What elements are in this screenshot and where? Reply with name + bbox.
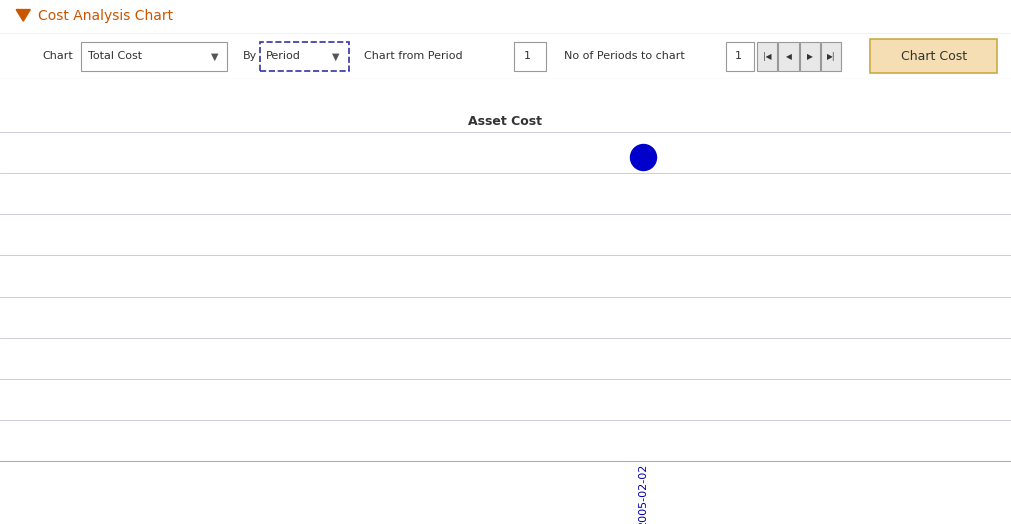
FancyBboxPatch shape [778,42,799,71]
Text: 1: 1 [525,51,531,61]
Text: ◀: ◀ [786,52,792,61]
Polygon shape [16,9,30,21]
Point [635,152,651,161]
Text: Chart Cost: Chart Cost [901,50,968,63]
Text: ▶: ▶ [807,52,813,61]
FancyBboxPatch shape [821,42,841,71]
Text: 1: 1 [735,51,741,61]
FancyBboxPatch shape [800,42,820,71]
FancyBboxPatch shape [514,42,546,71]
Text: Chart: Chart [42,51,73,61]
Text: No of Periods to chart: No of Periods to chart [564,51,684,61]
Text: Period: Period [266,51,300,61]
Text: |◀: |◀ [763,52,771,61]
Text: By: By [243,51,257,61]
Text: Chart from Period: Chart from Period [364,51,463,61]
Title: Asset Cost: Asset Cost [468,115,543,128]
FancyBboxPatch shape [260,42,349,71]
FancyBboxPatch shape [726,42,754,71]
Text: Cost Analysis Chart: Cost Analysis Chart [38,9,174,24]
Text: ▼: ▼ [332,51,339,61]
Text: ▶|: ▶| [827,52,835,61]
FancyBboxPatch shape [870,39,997,73]
FancyBboxPatch shape [757,42,777,71]
Text: Total Cost: Total Cost [88,51,143,61]
FancyBboxPatch shape [81,42,227,71]
Text: ▼: ▼ [211,51,218,61]
